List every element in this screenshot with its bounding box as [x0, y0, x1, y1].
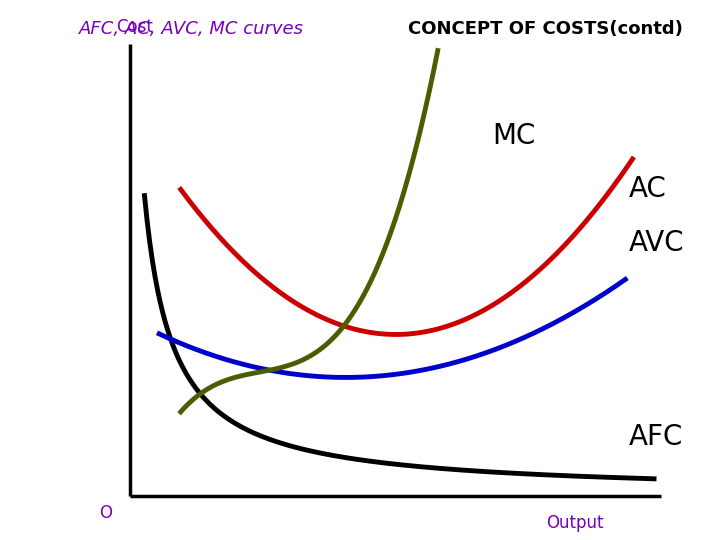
Text: O: O — [99, 504, 112, 522]
Text: AVC: AVC — [629, 229, 685, 257]
Text: Output: Output — [546, 515, 604, 532]
Text: MC: MC — [492, 122, 536, 150]
Text: Cost: Cost — [116, 18, 153, 36]
Text: AC: AC — [629, 176, 667, 204]
Text: AFC, AC, AVC, MC curves: AFC, AC, AVC, MC curves — [79, 20, 304, 38]
Text: AFC: AFC — [629, 422, 683, 450]
Text: CONCEPT OF COSTS(contd): CONCEPT OF COSTS(contd) — [408, 20, 683, 38]
